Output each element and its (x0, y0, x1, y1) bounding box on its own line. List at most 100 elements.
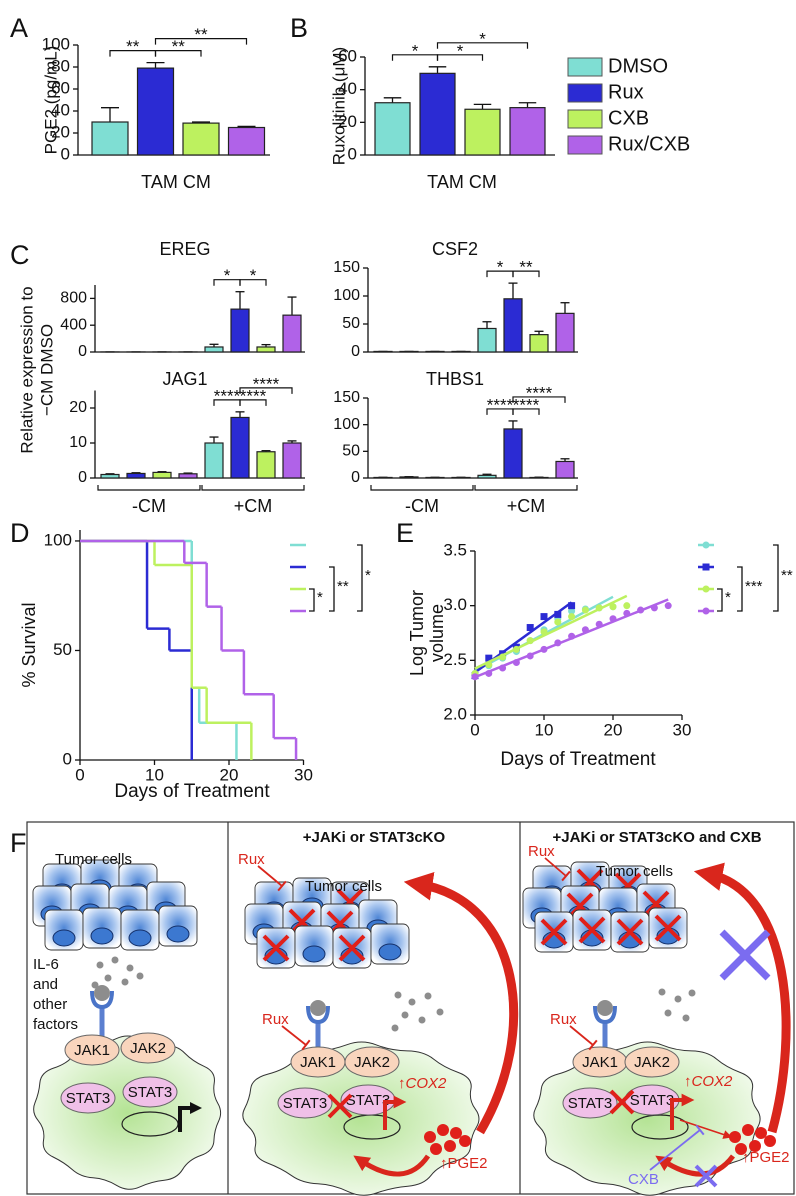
y-tick-label: 150 (333, 389, 360, 406)
data-point (702, 563, 710, 571)
y-tick-label: 2.0 (443, 704, 467, 723)
data-point (554, 639, 562, 647)
rux-label: Rux (550, 1011, 577, 1028)
y-tick-label: 100 (42, 34, 70, 53)
pge2-dot (749, 1140, 761, 1152)
factors-label: other (33, 996, 67, 1013)
inhibitor-bar (695, 1124, 705, 1136)
bar (374, 102, 411, 156)
pge2-dot (742, 1124, 754, 1136)
pge2-dot (729, 1131, 741, 1143)
significance-bracket (512, 270, 540, 278)
significance-label: * (725, 589, 731, 606)
factor-dot (96, 961, 104, 969)
group-label: -CM (132, 496, 166, 516)
factor-dot (121, 978, 129, 986)
bar (529, 334, 549, 353)
panel-label: F (10, 828, 27, 858)
red-x (327, 1093, 353, 1119)
pge2-label: ↑PGE2 (440, 1155, 488, 1172)
y-tick-label: 0 (61, 144, 70, 163)
inhibitor-bar (277, 880, 287, 892)
bar (399, 476, 419, 479)
chart-title: EREG (159, 239, 210, 259)
data-point (702, 607, 710, 615)
jak (64, 1034, 120, 1066)
bar (451, 476, 471, 479)
legend-swatch (567, 57, 603, 77)
significance-label: * (224, 266, 231, 285)
y-tick-label: 60 (51, 78, 70, 97)
y-tick-label: 400 (60, 316, 87, 333)
bar (230, 308, 250, 353)
nucleus (52, 929, 76, 947)
significance-bracket (329, 566, 335, 612)
panel-label: A (10, 13, 28, 43)
significance-label: * (250, 266, 257, 285)
stat3-label: STAT3 (283, 1095, 327, 1112)
panel-label: D (10, 518, 30, 548)
y-axis-label: Relative expression to (17, 286, 36, 453)
factor-dot (682, 1014, 690, 1022)
panel-title: +JAKi or STAT3cKO (303, 829, 446, 846)
receptor (306, 1005, 330, 1025)
significance-label: * (457, 41, 464, 60)
legend-swatch (567, 109, 603, 129)
jak (624, 1046, 680, 1078)
data-point (540, 645, 548, 653)
jak-label: JAK2 (354, 1054, 390, 1071)
pge2-dot (735, 1143, 747, 1155)
y-tick-label: 40 (51, 100, 70, 119)
significance-bracket (239, 387, 293, 394)
nucleus (90, 927, 114, 945)
y-tick-label: 0 (78, 469, 87, 486)
bar (399, 350, 419, 353)
data-point (485, 654, 493, 662)
bar (555, 460, 575, 479)
factor-dot (424, 992, 432, 1000)
stat3 (60, 1082, 116, 1114)
significance-bracket (239, 279, 267, 286)
y-tick-label: 80 (51, 56, 70, 75)
significance-label: **** (487, 395, 514, 414)
pge2-arrow (679, 1119, 733, 1139)
pge2-dot (459, 1135, 471, 1147)
bar (227, 126, 266, 156)
panel-label: E (396, 518, 414, 548)
data-point (702, 585, 710, 593)
legend-label: DMSO (608, 55, 668, 77)
jak-label: JAK2 (634, 1054, 670, 1071)
chart-title: JAG1 (162, 369, 207, 389)
significance-bracket (309, 588, 315, 612)
bar (126, 472, 146, 479)
data-point (595, 620, 603, 628)
significance-label: * (365, 567, 371, 584)
significance-label: **** (214, 386, 241, 405)
stat3 (277, 1087, 333, 1119)
data-point (499, 653, 507, 661)
stat3 (122, 1076, 178, 1108)
stat3-label: STAT3 (568, 1095, 612, 1112)
autocrine-arrow (353, 1154, 431, 1177)
data-point (623, 602, 631, 610)
data-point (485, 661, 493, 669)
panel-frame (26, 821, 795, 1195)
transcription-arrow (670, 1093, 695, 1130)
tumor-cells-label: Tumor cells (55, 851, 132, 868)
y-axis-label: −CM DMSO (37, 324, 56, 416)
chart-title: CSF2 (432, 239, 478, 259)
y-tick-label: 40 (338, 79, 357, 98)
jak-label: JAK1 (300, 1054, 336, 1071)
x-tick-label: 0 (75, 765, 84, 784)
factor-dot (104, 974, 112, 982)
y-tick-label: 0 (348, 144, 357, 163)
significance-label: **** (240, 386, 267, 405)
bar (451, 350, 471, 353)
pge2-dot (424, 1131, 436, 1143)
significance-bracket (512, 408, 540, 415)
data-point (609, 615, 617, 623)
transcription-loop (631, 1114, 689, 1140)
y-tick-label: 10 (69, 434, 87, 451)
significance-label: * (479, 29, 486, 48)
y-axis-label: volume (427, 604, 447, 662)
